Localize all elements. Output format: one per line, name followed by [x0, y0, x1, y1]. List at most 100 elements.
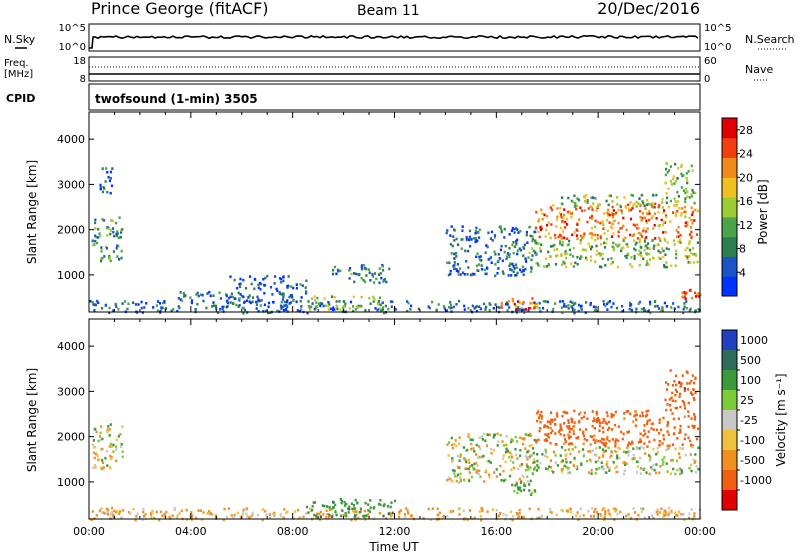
vel-echo-cell: [684, 407, 687, 410]
power-echo-cell: [643, 308, 646, 312]
power-echo-cell: [595, 249, 599, 253]
vel-echo-cell: [488, 433, 491, 437]
vel-echo-cell: [509, 510, 512, 514]
vel-echo-cell: [403, 512, 407, 516]
vel-echo-cell: [549, 422, 552, 425]
power-echo-cell: [638, 231, 641, 235]
vel-echo-cell: [358, 510, 361, 514]
vel-echo-cell: [607, 420, 611, 424]
vel-echo-cell: [340, 501, 343, 505]
power-echo-cell: [612, 213, 615, 216]
vel-echo-cell: [476, 456, 479, 459]
vel-echo-cell: [547, 436, 550, 439]
vel-echo-cell: [635, 413, 638, 417]
power-echo-cell: [205, 306, 208, 310]
power-echo-cell: [457, 270, 460, 273]
power-echo-cell: [145, 302, 148, 305]
power-echo-cell: [538, 235, 541, 239]
vel-echo-cell: [387, 512, 390, 516]
vel-echo-cell: [549, 459, 552, 462]
power-echo-cell: [545, 228, 548, 232]
vel-echo-cell: [655, 510, 658, 514]
vel-echo-cell: [607, 509, 610, 512]
power-echo-cell: [295, 283, 298, 286]
vel-echo-cell: [545, 425, 548, 428]
vel-echo-cell: [675, 383, 678, 387]
vel-echo-cell: [501, 440, 504, 443]
vel-echo-cell: [538, 429, 541, 433]
power-echo-cell: [602, 300, 605, 303]
power-echo-cell: [623, 196, 626, 199]
power-echo-cell: [480, 259, 483, 262]
vel-echo-cell: [467, 435, 470, 439]
power-echo-cell: [494, 263, 497, 266]
vel-echo-cell: [331, 515, 334, 518]
vel-echo-cell: [515, 440, 519, 443]
vel-echo-cell: [112, 450, 115, 453]
vel-echo-cell: [93, 456, 96, 460]
vel-echo-cell: [469, 438, 472, 441]
vel-echo-cell: [119, 510, 122, 513]
power-echo-cell: [590, 259, 593, 262]
vel-echo-cell: [537, 416, 541, 419]
vel-echo-cell: [693, 415, 697, 419]
vel-echo-cell: [632, 447, 635, 450]
vel-echo-cell: [478, 510, 481, 513]
vel-echo-cell: [486, 460, 489, 463]
power-echo-cell: [591, 208, 594, 211]
power-echo-cell: [677, 167, 680, 170]
power-echo-cell: [685, 172, 688, 175]
power-echo-cell: [380, 276, 383, 280]
vel-echo-cell: [539, 461, 542, 465]
power-echo-cell: [475, 310, 478, 313]
vel-echo-cell: [549, 466, 553, 469]
power-echo-cell: [453, 267, 456, 271]
vel-echo-cell: [693, 461, 696, 465]
power-echo-cell: [599, 221, 602, 225]
power-echo-cell: [102, 219, 106, 222]
power-echo-cell: [533, 306, 536, 309]
power-echo-cell: [494, 303, 497, 306]
power-echo-cell: [664, 181, 667, 185]
power-echo-cell: [688, 242, 691, 245]
power-echo-cell: [528, 251, 531, 255]
freq-label-1: Freq.: [4, 58, 29, 69]
power-echo-cell: [633, 202, 636, 206]
vel-echo-cell: [108, 428, 111, 431]
vel-echo-cell: [563, 464, 566, 468]
vel-echo-cell: [488, 459, 491, 463]
vel-echo-cell: [369, 506, 372, 509]
power-echo-cell: [634, 243, 637, 246]
vel-echo-cell: [604, 510, 607, 513]
vel-echo-cell: [646, 419, 649, 423]
power-echo-cell: [363, 266, 366, 270]
power-echo-cell: [469, 273, 472, 277]
vel-echo-cell: [570, 417, 573, 421]
power-echo-cell: [251, 300, 254, 304]
power-echo-cell: [508, 233, 511, 236]
vel-echo-cell: [390, 514, 393, 518]
vel-echo-cell: [672, 432, 675, 436]
power-echo-cell: [487, 231, 490, 235]
power-echo-cell: [182, 292, 185, 295]
power-echo-cell: [508, 264, 511, 268]
vel-echo-cell: [151, 511, 154, 514]
power-echo-cell: [496, 305, 499, 309]
power-echo-cell: [327, 305, 330, 308]
vel-echo-cell: [378, 502, 381, 506]
power-echo-cell: [630, 308, 633, 312]
vel-echo-cell: [109, 442, 112, 446]
power-echo-cell: [685, 187, 688, 191]
vel-echo-cell: [132, 507, 135, 511]
vel-echo-cell: [603, 419, 606, 422]
power-echo-cell: [364, 308, 367, 312]
vel-echo-cell: [655, 452, 658, 456]
power-echo-cell: [675, 229, 678, 232]
vel-echo-cell: [614, 509, 617, 513]
vel-echo-cell: [398, 515, 401, 519]
vel-echo-cell: [120, 445, 123, 448]
vel-echo-cell: [639, 432, 642, 436]
power-echo-cell: [237, 291, 240, 295]
power-echo-cell: [554, 236, 557, 240]
